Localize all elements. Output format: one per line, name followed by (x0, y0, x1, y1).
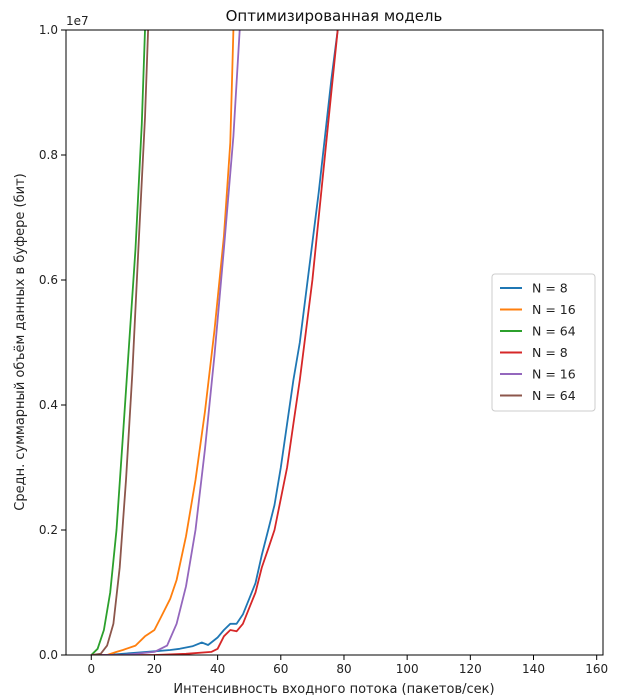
plot-area (65, 29, 604, 656)
series-line-1 (91, 30, 339, 655)
x-tick-label: 160 (585, 662, 608, 676)
x-tick-label: 40 (210, 662, 225, 676)
y-tick-label: 0.2 (39, 523, 58, 537)
ticks-layer: 0 20 40 60 80 100 120 140 160 0.0 0.2 0.4 0.6 0.8 1.0 (39, 23, 608, 676)
x-tick-label: 80 (336, 662, 351, 676)
y-axis-label: Средн. суммарный объём данных в буфере (… (13, 173, 28, 510)
series-line-4 (91, 30, 339, 655)
legend-frame (491, 273, 596, 412)
x-tick-label: 100 (396, 662, 419, 676)
series-line-5 (91, 30, 241, 655)
y-tick-label: 0.8 (39, 148, 58, 162)
series-line-2 (91, 30, 235, 655)
legend: N = 8 N = 16 N = 64 N = 8 N = 16 N = 64 (491, 273, 596, 412)
x-tick-label: 0 (87, 662, 95, 676)
legend-label: N = 64 (532, 388, 576, 403)
x-tick-label: 20 (147, 662, 162, 676)
x-tick-label: 140 (522, 662, 545, 676)
y-tick-label: 1.0 (39, 23, 58, 37)
y-tick-label: 0.4 (39, 398, 58, 412)
series-layer (90, 30, 339, 655)
legend-label: N = 16 (532, 302, 576, 317)
legend-label: N = 8 (532, 281, 568, 296)
x-tick-label: 60 (273, 662, 288, 676)
x-tick-label: 120 (459, 662, 482, 676)
series-line-6 (91, 30, 149, 655)
series-line-3 (90, 30, 146, 655)
x-axis-label: Интенсивность входного потока (пакетов/с… (173, 682, 494, 696)
y-tick-label: 0.6 (39, 273, 58, 287)
chart-title: Оптимизированная модель (226, 7, 443, 25)
legend-label: N = 8 (532, 345, 568, 360)
y-axis-multiplier: 1e7 (66, 14, 89, 28)
y-tick-label: 0.0 (39, 648, 58, 662)
legend-label: N = 64 (532, 324, 576, 339)
legend-label: N = 16 (532, 367, 576, 382)
